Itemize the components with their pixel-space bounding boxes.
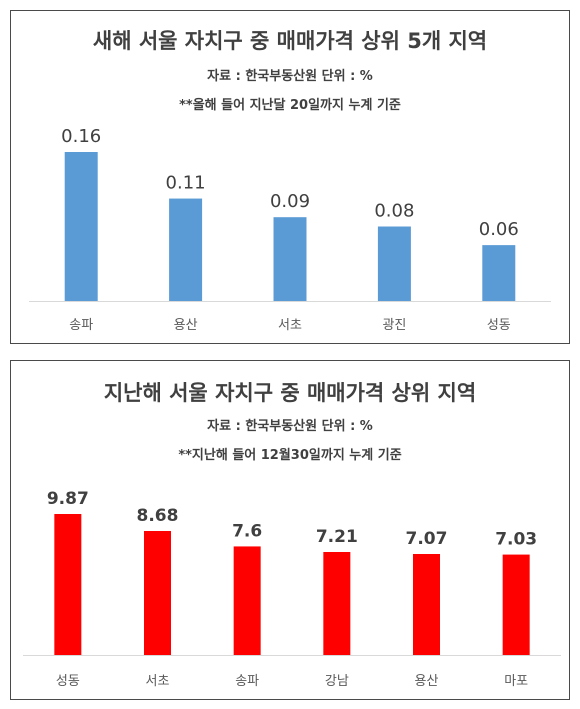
data-label: 7.03 xyxy=(495,530,537,550)
bar-chart-plot: 9.87 성동 8.68 서초 7.6 송파 7.21 강남 7.07 용산 7.03 마포 xyxy=(23,489,561,689)
chart-title: 지난해 서울 자치구 중 매매가격 상위 지역 xyxy=(103,381,477,405)
data-label: 7.07 xyxy=(406,529,448,549)
data-label: 0.16 xyxy=(61,126,101,147)
category-tick-label: 용산 xyxy=(415,674,439,689)
category-tick-label: 강남 xyxy=(325,674,349,689)
category-tick-label: 성동 xyxy=(487,318,511,333)
category-tick-label: 마포 xyxy=(504,674,528,689)
data-label: 9.87 xyxy=(47,489,89,509)
category-tick-label: 서초 xyxy=(146,674,170,689)
bar-용산 xyxy=(413,554,440,655)
category-tick-label: 광진 xyxy=(382,318,406,333)
data-label: 7.6 xyxy=(232,521,262,541)
chart-source: 자료 : 한국부동산원 단위 : % xyxy=(207,69,373,84)
bar-서초 xyxy=(144,531,171,655)
data-label: 0.11 xyxy=(166,173,206,194)
bar-마포 xyxy=(502,554,530,655)
bar-chart-plot: 0.16 송파 0.11 용산 0.09 서초 0.08 광진 0.06 성동 xyxy=(29,126,551,333)
data-label: 7.21 xyxy=(316,527,358,547)
chart-title: 새해 서울 자치구 중 매매가격 상위 5개 지역 xyxy=(92,29,488,53)
bar-성동 xyxy=(54,514,82,655)
bar-송파 xyxy=(64,152,98,301)
category-tick-label: 송파 xyxy=(69,318,93,333)
bar-성동 xyxy=(482,245,516,301)
chart-panel-new-year: 새해 서울 자치구 중 매매가격 상위 5개 지역 자료 : 한국부동산원 단위… xyxy=(10,10,570,344)
chart-panel-last-year: 지난해 서울 자치구 중 매매가격 상위 지역 자료 : 한국부동산원 단위 :… xyxy=(10,360,570,700)
bar-서초 xyxy=(273,217,307,301)
data-label: 0.08 xyxy=(374,201,414,222)
data-label: 8.68 xyxy=(137,506,179,526)
category-tick-label: 용산 xyxy=(174,318,198,333)
chart-source: 자료 : 한국부동산원 단위 : % xyxy=(207,419,373,434)
bar-광진 xyxy=(377,226,411,301)
bar-강남 xyxy=(323,552,351,655)
data-label: 0.09 xyxy=(270,191,310,212)
chart-note: **지난해 들어 12월30일까지 누계 기준 xyxy=(178,448,402,463)
bar-송파 xyxy=(233,546,261,655)
chart-note: **올해 들어 지난달 20일까지 누계 기준 xyxy=(179,98,401,113)
category-tick-label: 성동 xyxy=(56,674,80,689)
data-label: 0.06 xyxy=(479,219,519,240)
category-tick-label: 송파 xyxy=(235,674,259,689)
category-tick-label: 서초 xyxy=(278,318,302,333)
bar-용산 xyxy=(169,198,203,301)
